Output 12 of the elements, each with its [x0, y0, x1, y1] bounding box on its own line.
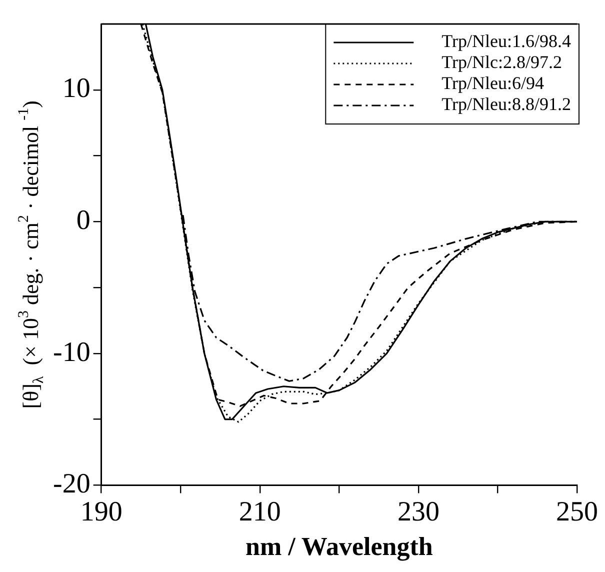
y-tick-label: 10: [62, 73, 90, 104]
legend-label: Trp/Nleu:6/94: [442, 73, 544, 94]
y-tick-label: 0: [76, 205, 90, 236]
legend-label: Trp/Nlc:2.8/97.2: [442, 52, 562, 72]
x-tick-label: 230: [397, 496, 440, 528]
y-tick-label: -10: [52, 336, 90, 368]
text: [θ]λ (× 103 deg. · cm2 · decimol -1): [16, 100, 47, 409]
legend-label: Trp/Nleu:8.8/91.2: [442, 94, 572, 114]
x-tick-label: 210: [238, 496, 281, 528]
x-tick-label: 250: [556, 496, 598, 528]
legend-label: Trp/Nleu:1.6/98.4: [442, 31, 572, 52]
x-axis-title: nm / Wavelength: [246, 532, 434, 562]
